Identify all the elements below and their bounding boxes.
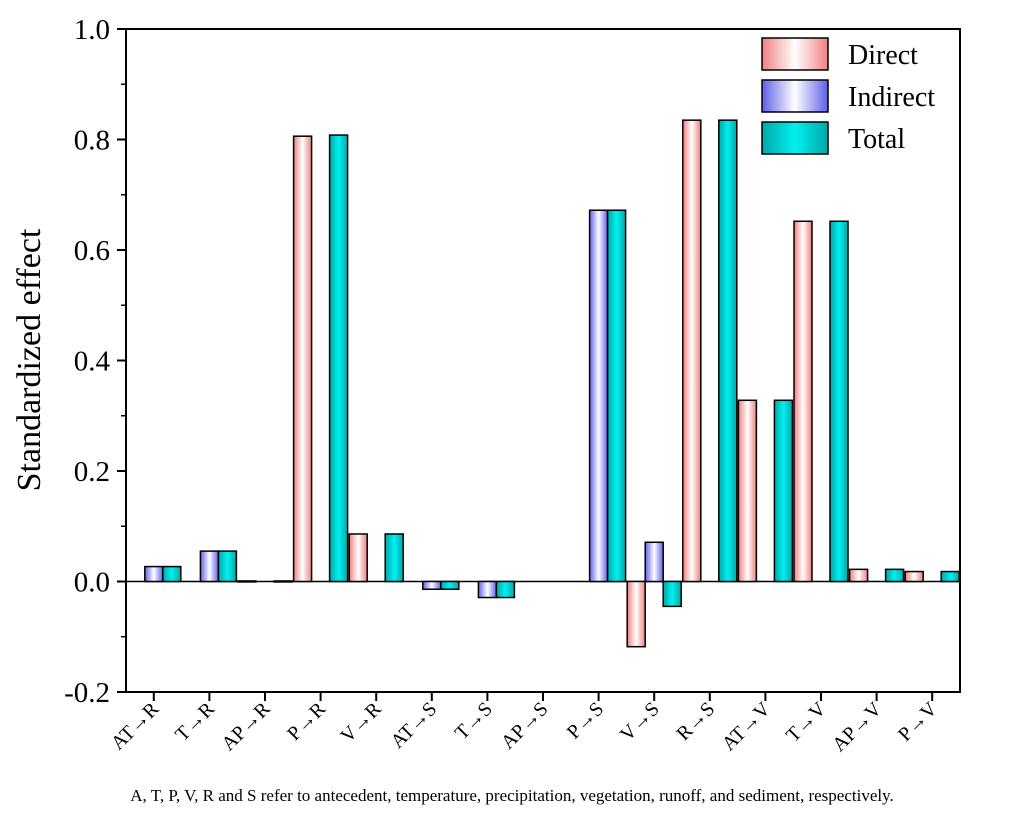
bar-indirect bbox=[588, 209, 609, 583]
bar-total bbox=[217, 550, 238, 583]
x-tick-label: P→S bbox=[563, 698, 608, 743]
bar-total bbox=[162, 565, 182, 583]
bar-direct bbox=[292, 135, 313, 583]
x-tick-label: AP→R bbox=[217, 698, 275, 756]
legend: Direct Indirect Total bbox=[761, 37, 935, 155]
bar-direct bbox=[682, 119, 702, 583]
y-tick-label: 0.4 bbox=[74, 346, 111, 378]
y-tick-label: 0.6 bbox=[74, 235, 110, 267]
bar-total bbox=[662, 580, 682, 608]
x-tick-label: AT→R bbox=[107, 698, 164, 755]
y-tick-label: 0.2 bbox=[74, 456, 110, 488]
bar-direct bbox=[793, 220, 813, 583]
bar-total bbox=[384, 533, 404, 583]
bar-total bbox=[328, 134, 349, 583]
legend-label: Direct bbox=[848, 40, 918, 71]
bar-direct bbox=[626, 580, 646, 648]
bar-total bbox=[884, 568, 905, 583]
x-tick-label: T→R bbox=[171, 698, 219, 746]
bar-indirect bbox=[199, 550, 220, 583]
legend-swatch-indirect bbox=[761, 79, 829, 113]
bar-total bbox=[495, 580, 516, 599]
x-tick-label: AT→S bbox=[386, 698, 441, 753]
x-tick-label: AP→S bbox=[497, 698, 553, 754]
x-tick-label: P→V bbox=[894, 698, 942, 746]
x-tick-label: AT→V bbox=[718, 698, 776, 756]
bar-direct bbox=[848, 568, 869, 583]
bar-total bbox=[829, 220, 849, 583]
x-tick-label: R→S bbox=[672, 698, 719, 745]
legend-label: Total bbox=[848, 124, 905, 155]
x-tick-label: AP→V bbox=[828, 698, 886, 756]
y-axis-label: Standardized effect bbox=[11, 228, 48, 491]
bar-total bbox=[718, 119, 738, 583]
bar-indirect bbox=[144, 565, 164, 583]
bar-indirect bbox=[477, 580, 498, 599]
bar-direct bbox=[904, 570, 924, 583]
x-tick-label: V→R bbox=[336, 698, 386, 748]
bar-total bbox=[940, 570, 960, 583]
bar-total bbox=[773, 399, 794, 583]
x-tick-label: T→V bbox=[782, 698, 831, 747]
x-tick-label: T→S bbox=[451, 698, 497, 744]
y-tick-label: 1.0 bbox=[74, 14, 110, 46]
y-tick-label: 0.0 bbox=[74, 567, 110, 599]
bar-direct bbox=[737, 399, 758, 583]
bar-indirect bbox=[644, 541, 664, 583]
bar-indirect bbox=[422, 580, 442, 590]
legend-swatch-direct bbox=[761, 37, 829, 71]
bar-total bbox=[606, 209, 627, 583]
figure-caption: A, T, P, V, R and S refer to antecedent,… bbox=[130, 786, 894, 805]
x-tick-label: P→R bbox=[283, 698, 330, 745]
bar-total bbox=[273, 580, 293, 583]
bar-total bbox=[440, 580, 460, 590]
chart: Standardized effect -0.2 0.0 0.2 0.4 0.6 0.8 1… bbox=[11, 14, 961, 756]
bar-direct bbox=[348, 533, 368, 583]
x-tick-label: V→S bbox=[616, 698, 664, 746]
y-tick-label: -0.2 bbox=[64, 677, 110, 709]
y-tick-label: 0.8 bbox=[74, 125, 110, 157]
legend-swatch-total bbox=[761, 121, 829, 155]
legend-label: Indirect bbox=[848, 82, 935, 113]
bar-direct bbox=[237, 580, 257, 583]
